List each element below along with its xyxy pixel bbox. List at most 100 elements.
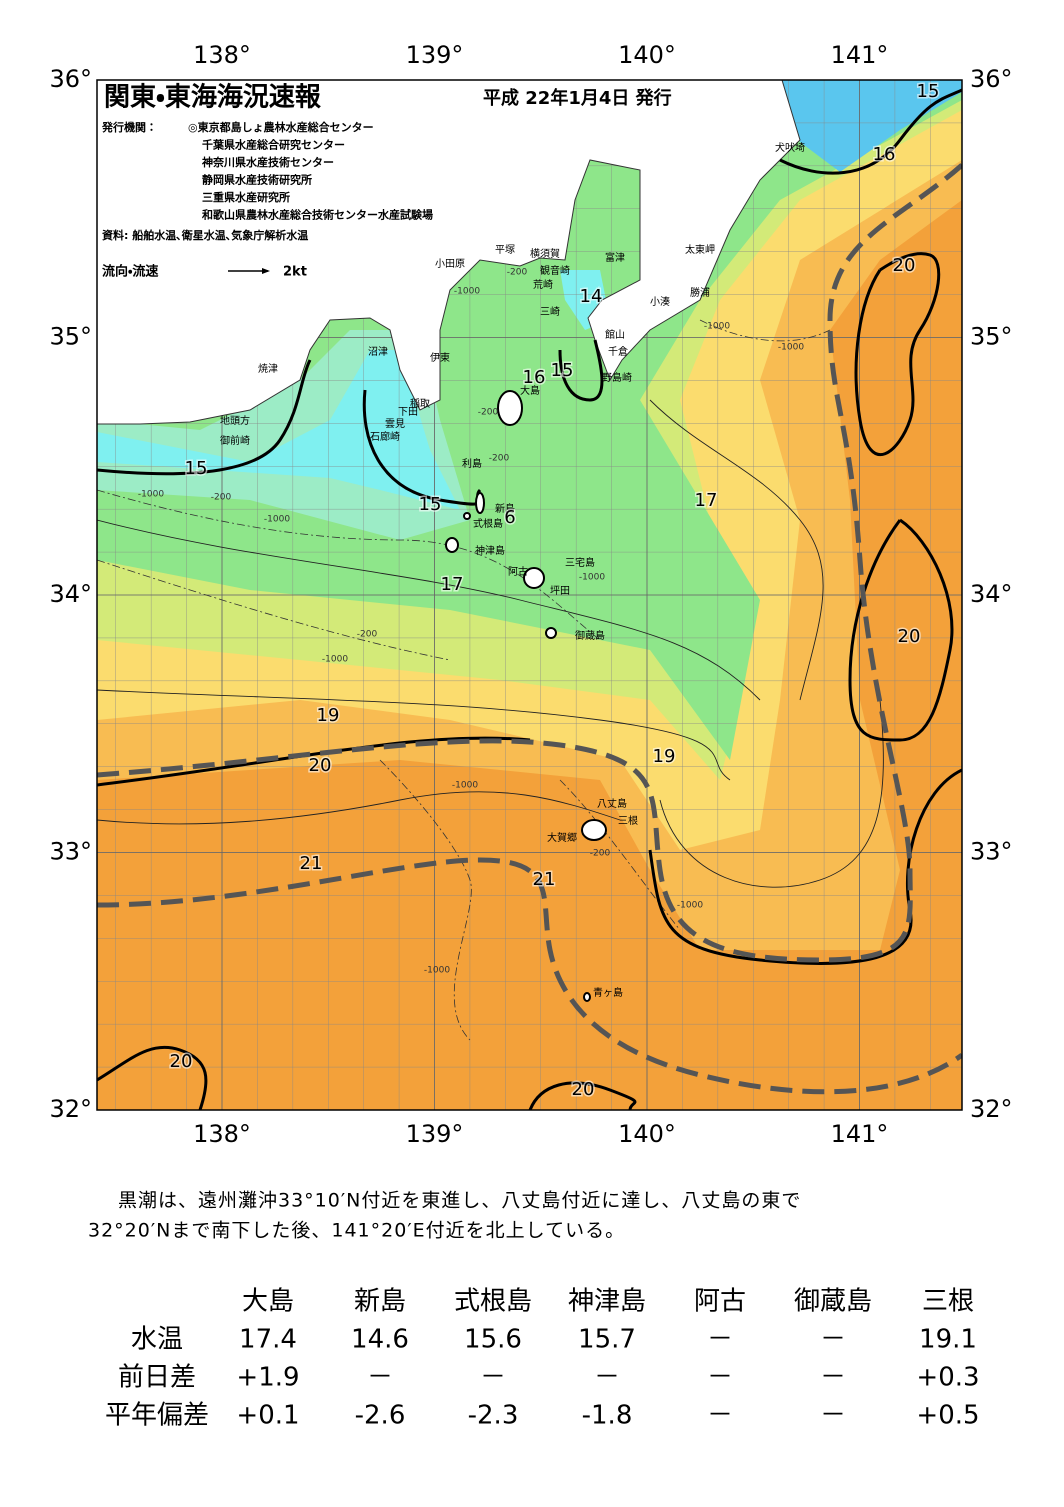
row-label: 水温	[131, 1325, 183, 1355]
lat-label: 34°	[49, 580, 92, 608]
place-label: 犬吠埼	[775, 141, 805, 154]
contour-label: 20	[572, 1079, 595, 1100]
table-cell: 19.1	[919, 1325, 977, 1355]
lon-label: 140°	[618, 1120, 676, 1148]
place-label: 御前崎	[220, 434, 250, 447]
table-cell: －	[480, 1363, 506, 1393]
island	[475, 492, 485, 514]
depth-line	[699, 319, 831, 342]
contour-label: 19	[317, 705, 340, 726]
publisher: 神奈川県水産技術センター	[201, 155, 334, 169]
isotherm	[558, 339, 604, 402]
table-header: 御蔵島	[794, 1287, 872, 1317]
depth-label: -1000	[138, 490, 164, 500]
place-label: 式根島	[473, 517, 503, 530]
place-label: 阿古	[508, 565, 528, 578]
contour-label: 17	[695, 490, 718, 511]
depth-line	[97, 489, 601, 641]
flow-legend-label: 流向・流速	[102, 264, 158, 280]
contour-label: 15	[419, 494, 442, 515]
place-label: 平塚	[495, 244, 515, 256]
sea-band	[780, 80, 962, 172]
place-label: 稲取	[410, 398, 430, 410]
lat-label: 35°	[970, 323, 1013, 351]
table-cell: -1.8	[582, 1401, 633, 1431]
depth-contours	[97, 319, 831, 1041]
kuroshio-line	[97, 857, 962, 1095]
thin-line	[97, 689, 731, 781]
island	[523, 567, 545, 589]
table-header: 式根島	[454, 1287, 532, 1317]
thick-contours	[97, 88, 962, 1110]
contour-label: 6	[504, 507, 515, 528]
isotherm	[779, 88, 962, 175]
place-label: 館山	[605, 328, 625, 341]
table-header: 大島	[242, 1287, 294, 1317]
depth-label: -1000	[452, 781, 478, 791]
place-label: 三根	[618, 814, 638, 827]
place-label: 小湊	[650, 295, 670, 308]
lat-label: 36°	[970, 65, 1013, 93]
lat-label: 33°	[49, 838, 92, 866]
lat-label: 36°	[49, 65, 92, 93]
place-label: 勝浦	[690, 286, 710, 299]
table-cell: －	[707, 1363, 733, 1393]
source: 資料: 船舶水温､衛星水温､気象庁解析水温	[102, 228, 308, 242]
table-cell: 15.6	[464, 1325, 522, 1355]
island	[545, 627, 557, 639]
place-label: 横須賀	[530, 247, 560, 260]
map	[97, 80, 962, 1110]
place-label: 神津島	[475, 544, 505, 557]
contour-label: 20	[170, 1051, 193, 1072]
contour-label: 15	[551, 360, 574, 381]
depth-label: -1000	[424, 966, 450, 976]
place-label: 石廊崎	[370, 430, 400, 443]
isotherm	[854, 252, 941, 457]
island	[497, 390, 523, 426]
kuroshio-line	[97, 163, 962, 963]
place-label: 地頭方	[220, 414, 250, 427]
table-cell: +0.1	[236, 1401, 299, 1431]
contour-label: 20	[309, 755, 332, 776]
place-label: 下田	[398, 407, 418, 418]
place-label: 八丈島	[597, 797, 627, 810]
contour-label: 14	[580, 286, 603, 307]
contour-label: 15	[185, 458, 208, 479]
lon-label: 140°	[618, 41, 676, 69]
description-line: 黒潮は、遠州灘沖33°10′N付近を東進し、八丈島付近に達し、八丈島の東で	[118, 1190, 801, 1212]
place-label: 観音崎	[540, 264, 570, 277]
depth-label: -200	[507, 268, 528, 278]
contour-label: 15	[917, 81, 940, 102]
row-label: 平年偏差	[105, 1401, 209, 1431]
table-cell: －	[594, 1363, 620, 1393]
lon-label: 138°	[193, 1120, 251, 1148]
table-cell: 14.6	[351, 1325, 409, 1355]
place-label: 三宅島	[565, 556, 595, 569]
description-line: 32°20′Nまで南下した後、141°20′E付近を北上している。	[88, 1220, 625, 1242]
place-label: 富津	[605, 251, 625, 264]
place-label: 坪田	[550, 584, 570, 597]
flow-legend-scale: 2kt	[283, 265, 307, 280]
table-cell: +0.5	[916, 1401, 979, 1431]
lon-label: 139°	[406, 41, 464, 69]
depth-label: -1000	[322, 655, 348, 665]
isotherm	[648, 768, 962, 965]
lon-label: 138°	[193, 41, 251, 69]
table-header: 三根	[922, 1287, 974, 1317]
thin-line	[97, 519, 761, 701]
table-header: 神津島	[568, 1287, 646, 1317]
place-label: 大島	[520, 384, 540, 397]
contour-label: 21	[300, 853, 323, 874]
contour-label: 16	[873, 144, 896, 165]
publisher: ◎東京都島しょ農林水産総合センター	[188, 120, 374, 134]
island	[445, 537, 459, 553]
place-label: 沼津	[368, 345, 388, 358]
table-cell: +0.3	[916, 1363, 979, 1393]
thin-line	[97, 791, 621, 825]
depth-line	[97, 559, 451, 661]
depth-label: -1000	[677, 901, 703, 911]
islands	[445, 390, 607, 1002]
